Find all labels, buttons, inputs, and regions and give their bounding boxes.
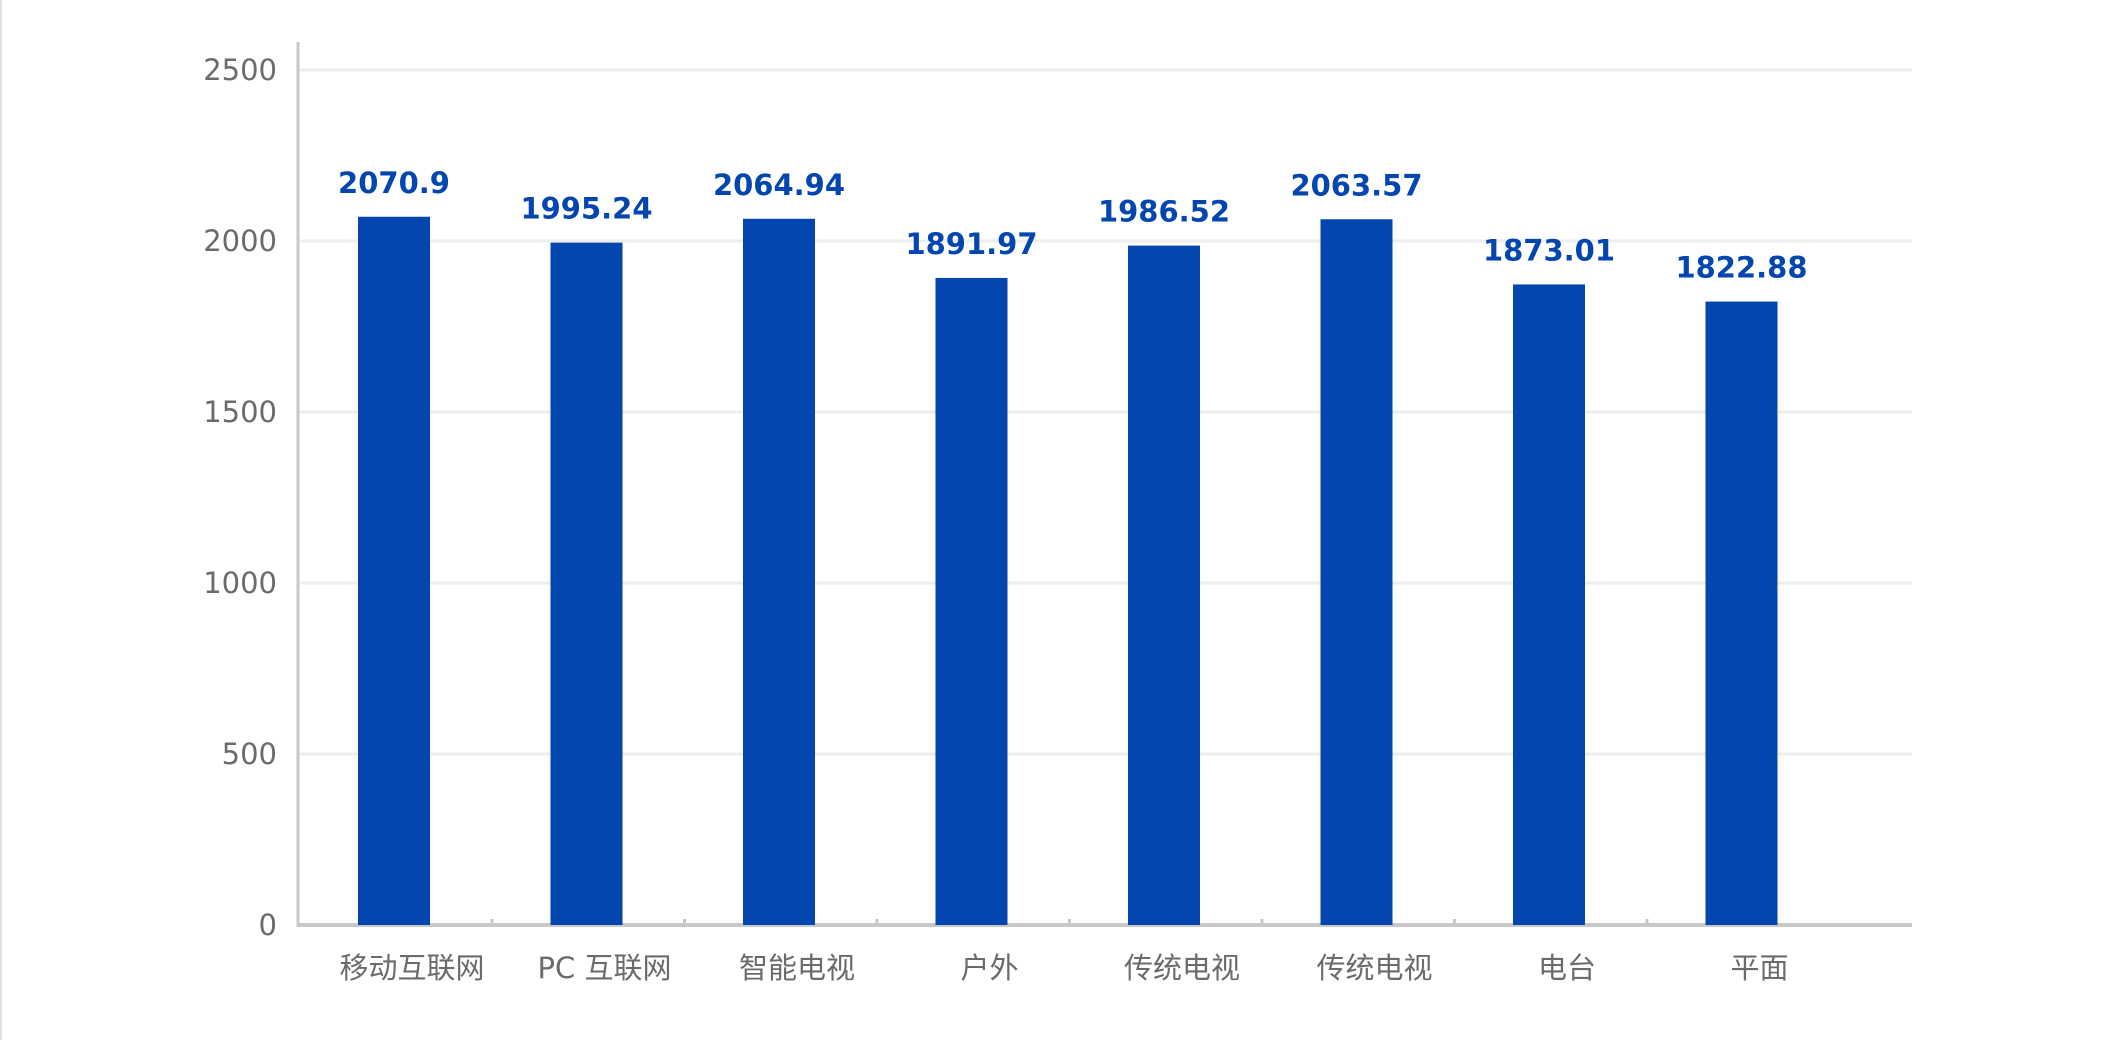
y-tick-label: 2500 [203, 53, 277, 87]
bar [1513, 284, 1585, 926]
grid-lines [298, 68, 1912, 756]
data-label: 1822.88 [1675, 251, 1807, 285]
y-tick-label: 500 [222, 737, 277, 771]
y-tick-label: 1500 [203, 395, 277, 429]
category-labels: 移动互联网 PC 互联网 智能电视 户外 传统电视 传统电视 电台 平面 [339, 951, 1788, 985]
data-label: 1986.52 [1098, 195, 1230, 229]
bar [358, 216, 430, 925]
y-tick-label: 0 [259, 908, 277, 942]
bar [550, 242, 623, 925]
bar [1320, 219, 1393, 926]
bar [743, 218, 815, 925]
data-label: 2063.57 [1290, 168, 1422, 202]
x-tick-label: 平面 [1730, 951, 1788, 985]
y-tick-label: 1000 [203, 566, 277, 600]
data-label: 2070.9 [338, 166, 450, 200]
data-label: 1995.24 [520, 192, 652, 226]
value-labels: 2070.9 1995.24 2064.94 1891.97 1986.52 2063.5… [338, 166, 1808, 285]
x-tick-label: 户外 [960, 951, 1018, 985]
bar [1128, 245, 1200, 925]
x-tick-label: 传统电视 [1316, 951, 1432, 985]
bars [358, 216, 1778, 926]
x-tick-label: 移动互联网 [339, 951, 484, 985]
bar [1705, 301, 1778, 925]
data-label: 1873.01 [1483, 233, 1615, 267]
data-label: 2064.94 [713, 168, 845, 202]
x-tick-label: 智能电视 [739, 951, 855, 985]
y-axis: 0 500 1000 1500 2000 2500 [203, 42, 300, 942]
x-tick-label: 传统电视 [1124, 951, 1240, 985]
x-axis [298, 919, 1912, 927]
x-tick-label: 电台 [1538, 951, 1596, 985]
x-tick-label: PC 互联网 [538, 951, 672, 985]
y-tick-label: 2000 [203, 224, 277, 258]
data-label: 1891.97 [905, 227, 1037, 261]
page-left-border [0, 0, 2, 1040]
bar [935, 277, 1008, 925]
